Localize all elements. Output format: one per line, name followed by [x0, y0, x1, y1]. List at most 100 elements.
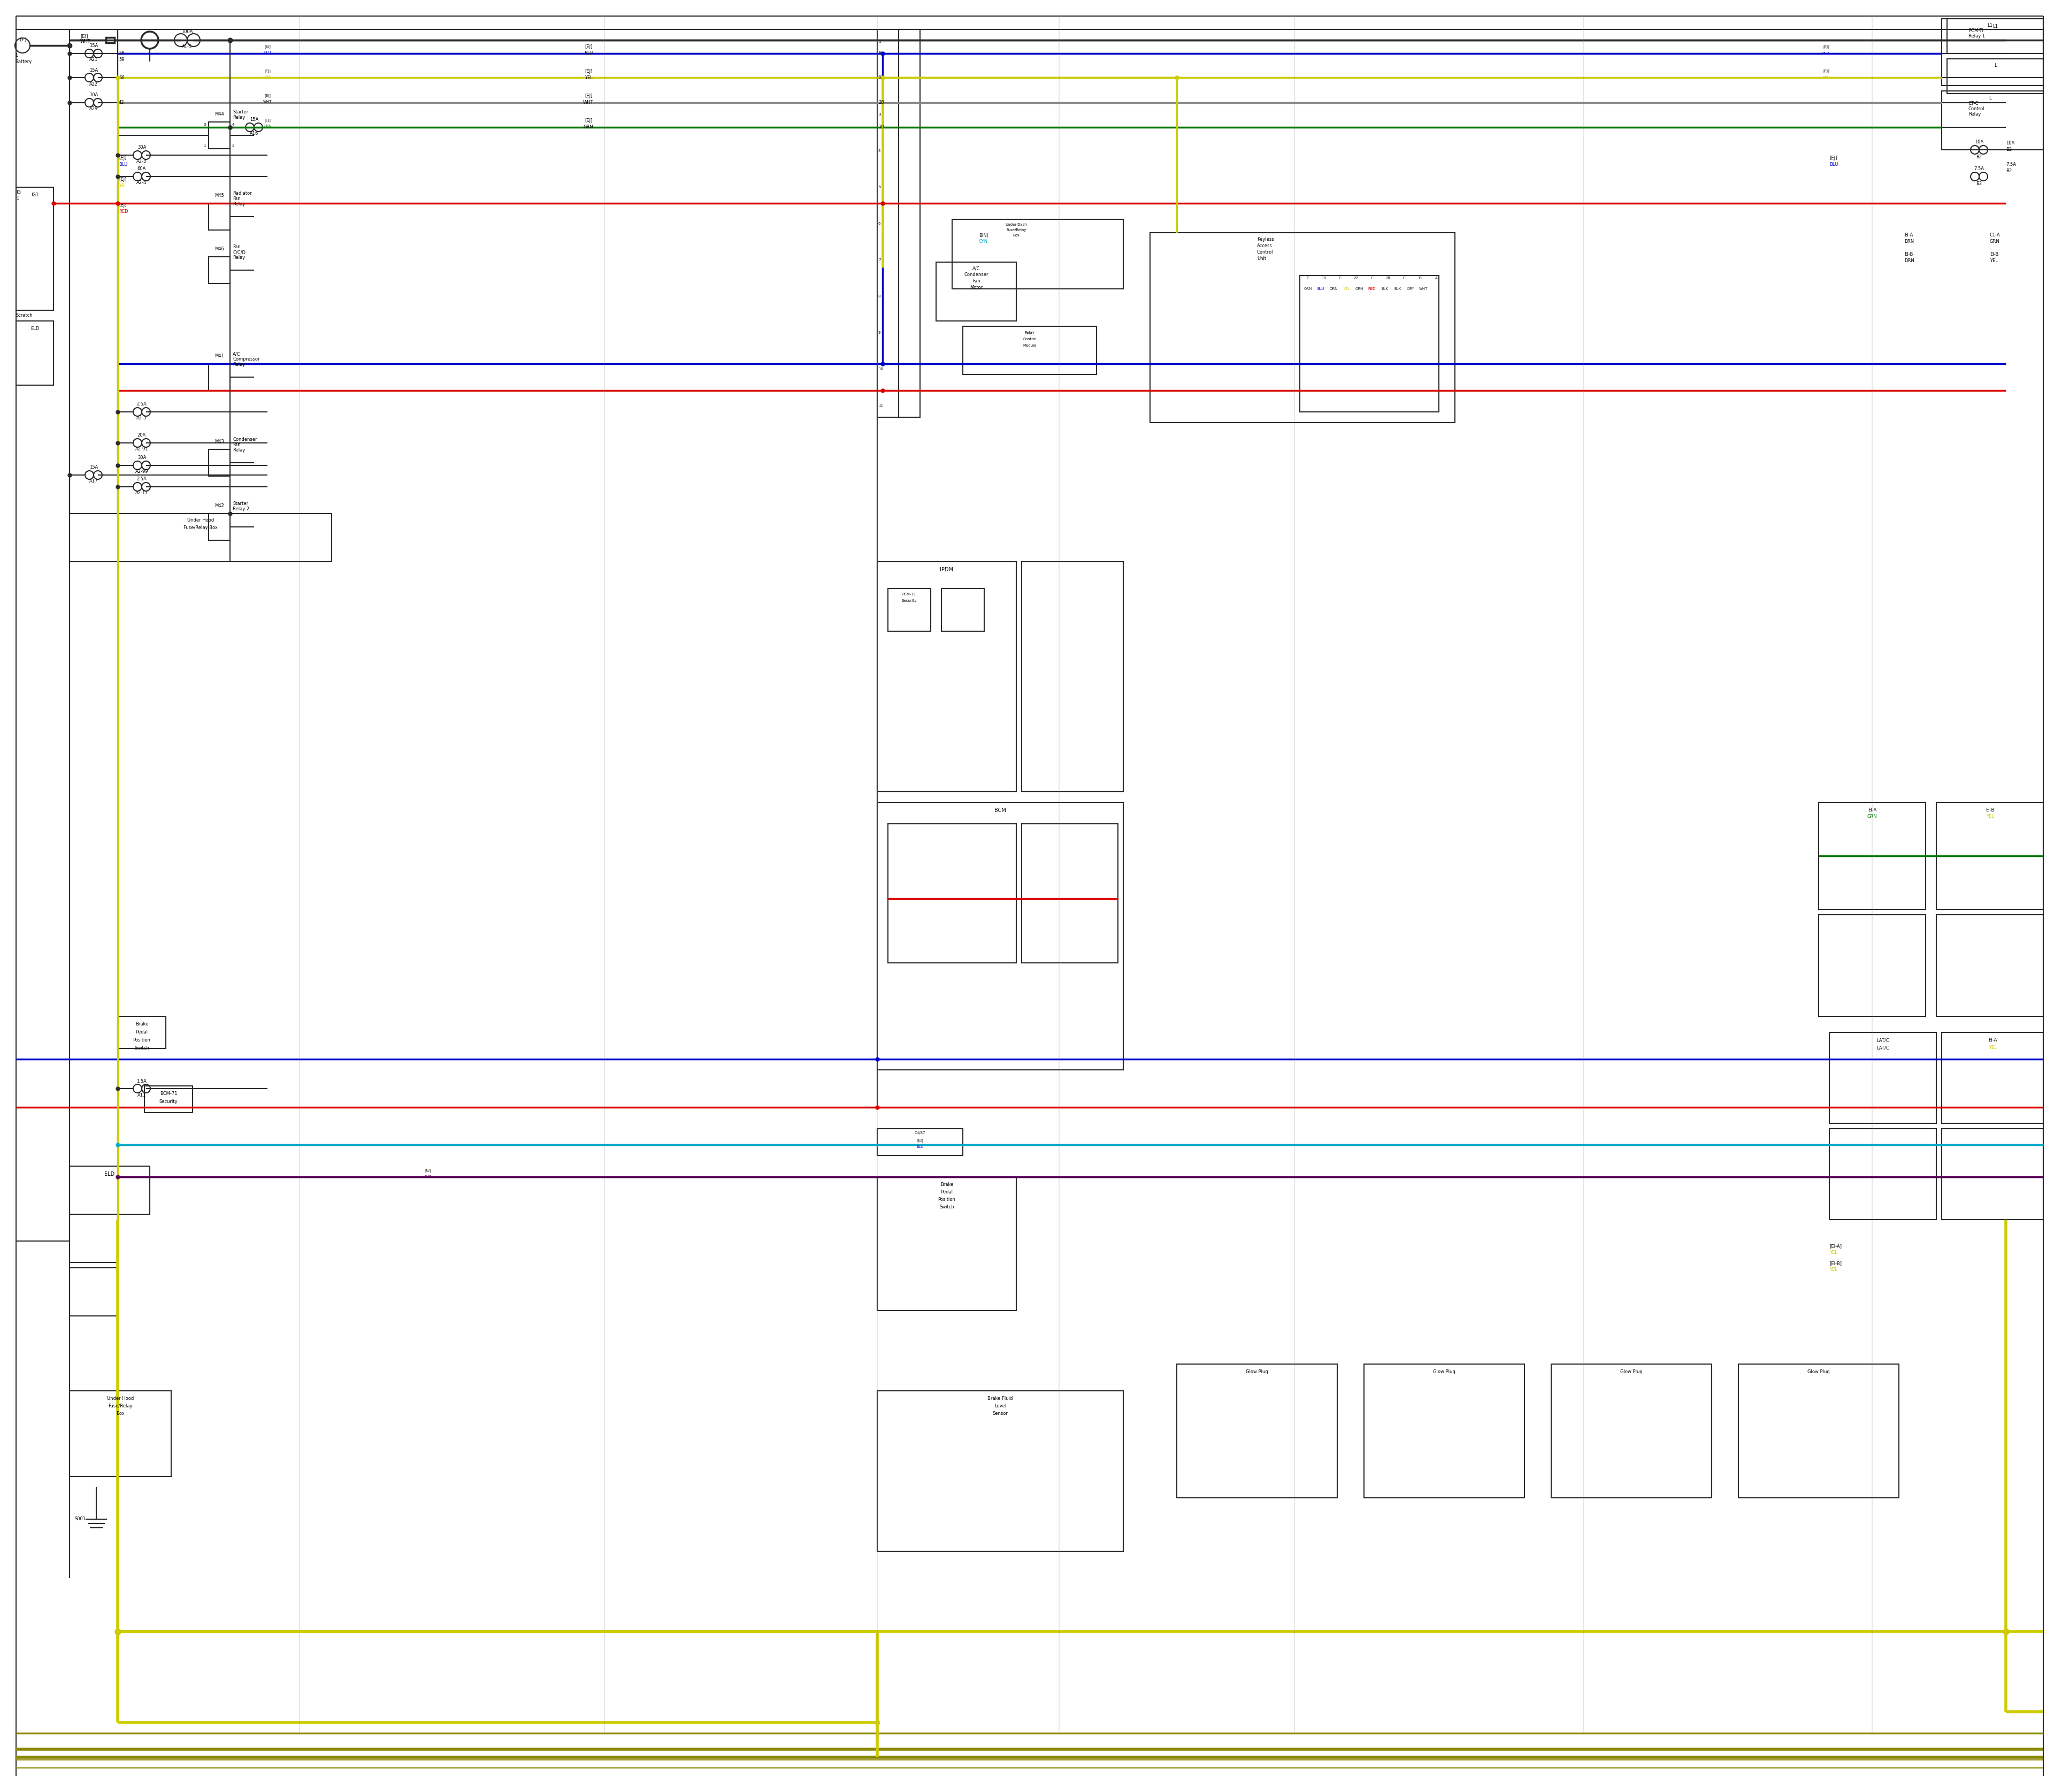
Text: Unit: Unit	[1257, 256, 1265, 262]
Text: Position: Position	[939, 1197, 955, 1202]
Text: 28: 28	[879, 100, 883, 106]
Text: YEL: YEL	[1986, 814, 1994, 819]
Text: 3: 3	[879, 113, 881, 116]
Text: 7: 7	[879, 258, 881, 262]
Text: LAT/C: LAT/C	[1877, 1045, 1890, 1050]
Bar	[877, 1129, 963, 1156]
Text: Module: Module	[1023, 344, 1037, 348]
Bar	[210, 122, 230, 149]
Text: RED: RED	[119, 210, 127, 213]
Text: Fan: Fan	[972, 280, 980, 283]
Text: Control: Control	[1257, 251, 1273, 254]
Text: Under Hood: Under Hood	[187, 518, 214, 523]
Text: DRN: DRN	[1904, 258, 1914, 263]
Bar	[1830, 1129, 1937, 1220]
Text: [EI-B]: [EI-B]	[1830, 1262, 1842, 1265]
Text: YEL: YEL	[1990, 258, 1999, 263]
Text: Security: Security	[160, 1098, 179, 1104]
Text: 66: 66	[119, 75, 125, 81]
Text: Switch: Switch	[939, 1204, 955, 1210]
Text: Compressor: Compressor	[232, 357, 259, 362]
Text: [EJ]: [EJ]	[1830, 156, 1836, 159]
Text: BLU: BLU	[263, 50, 271, 54]
Bar	[1941, 91, 2044, 151]
Text: GRN: GRN	[263, 125, 271, 127]
Bar	[16, 186, 53, 310]
Text: 4: 4	[232, 124, 234, 125]
Bar	[887, 824, 1017, 962]
Text: Security: Security	[902, 599, 916, 602]
Bar	[210, 450, 230, 477]
Text: Scratch: Scratch	[16, 314, 33, 317]
Text: BLU: BLU	[119, 161, 127, 167]
Text: [EJ]: [EJ]	[265, 70, 271, 73]
Text: A16: A16	[251, 131, 259, 136]
Bar	[900, 29, 920, 418]
Text: Pedal: Pedal	[136, 1030, 148, 1034]
Bar	[877, 561, 1017, 792]
Text: WHT: WHT	[80, 39, 90, 45]
Text: Battery: Battery	[14, 59, 31, 65]
Text: L1: L1	[1986, 23, 1992, 29]
Text: ELD: ELD	[31, 326, 39, 332]
Text: Under Hood: Under Hood	[107, 1396, 134, 1401]
Text: Box: Box	[1013, 233, 1019, 237]
Text: C: C	[1403, 276, 1405, 280]
Bar	[1941, 1032, 2044, 1124]
Text: IG1: IG1	[31, 192, 39, 197]
Text: Switch: Switch	[134, 1047, 150, 1050]
Text: YEL: YEL	[1830, 1251, 1836, 1254]
Text: PUR: PUR	[425, 1176, 431, 1179]
Bar	[210, 364, 230, 391]
Bar	[16, 321, 53, 385]
Text: 4: 4	[879, 149, 881, 152]
Text: 10A: 10A	[1974, 140, 1984, 145]
Text: [EJ]: [EJ]	[585, 45, 592, 50]
Text: 9: 9	[879, 332, 881, 335]
Text: 1: 1	[203, 143, 205, 147]
Text: Motor: Motor	[969, 285, 982, 290]
Text: A/C: A/C	[232, 351, 240, 357]
Text: 42: 42	[119, 100, 125, 106]
Text: [EJ]: [EJ]	[1824, 45, 1830, 48]
Text: A21: A21	[88, 57, 99, 63]
Text: [EJ]: [EJ]	[585, 118, 592, 124]
Text: [EJ]: [EJ]	[119, 202, 127, 208]
Text: 1: 1	[879, 39, 881, 43]
Text: M46: M46	[214, 247, 224, 251]
Text: EI-B: EI-B	[1904, 253, 1912, 256]
Text: 2R: 2R	[1386, 276, 1391, 280]
Text: 30A: 30A	[138, 145, 146, 151]
Text: 11: 11	[1417, 276, 1423, 280]
Text: YEL: YEL	[1988, 1045, 1996, 1050]
Text: 15A: 15A	[251, 118, 259, 122]
Text: 7.5A: 7.5A	[1974, 167, 1984, 172]
Text: S001: S001	[74, 1516, 86, 1521]
Text: ORN: ORN	[1329, 287, 1337, 290]
Text: WHT: WHT	[263, 100, 271, 104]
Text: 3: 3	[203, 124, 205, 125]
Text: BCM: BCM	[994, 808, 1006, 814]
Text: Relay: Relay	[232, 256, 244, 260]
Text: YEL: YEL	[119, 183, 127, 188]
Bar	[1150, 233, 1454, 423]
Text: Under-Dash: Under-Dash	[1004, 222, 1027, 226]
Text: C: C	[1370, 276, 1374, 280]
Text: B2: B2	[1976, 154, 1982, 159]
Bar	[1738, 1364, 1898, 1498]
Text: Glow Plug: Glow Plug	[1434, 1369, 1456, 1374]
Bar	[941, 588, 984, 631]
Text: EI-B: EI-B	[1990, 253, 1999, 256]
Text: 100A: 100A	[181, 30, 193, 34]
Text: 22: 22	[1354, 276, 1358, 280]
Bar	[70, 1215, 117, 1262]
Text: [EJ]: [EJ]	[119, 177, 127, 181]
Bar	[877, 29, 900, 418]
Text: A22: A22	[88, 82, 99, 86]
Text: BLU: BLU	[583, 52, 594, 56]
Text: [EI-A]: [EI-A]	[1830, 1244, 1842, 1249]
Bar	[1177, 1364, 1337, 1498]
Text: YEL: YEL	[1343, 287, 1349, 290]
Text: Starter: Starter	[232, 502, 249, 507]
Bar	[877, 1391, 1124, 1552]
